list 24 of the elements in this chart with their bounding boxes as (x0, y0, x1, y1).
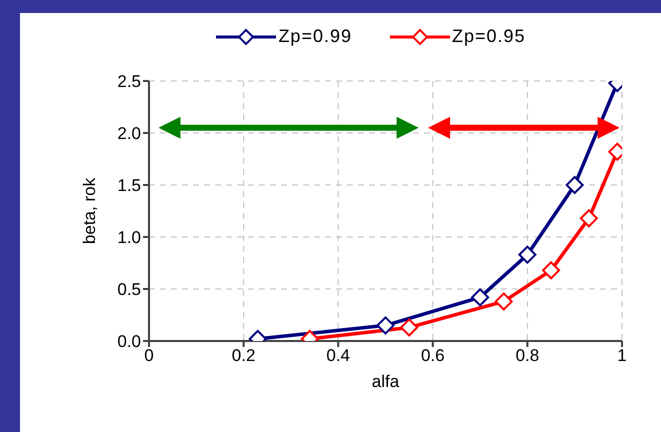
point (566, 176, 584, 194)
point (376, 316, 394, 334)
point (494, 292, 513, 310)
x-tick-label: 1 (617, 346, 627, 366)
x-tick-label: 0.6 (420, 346, 445, 366)
point (471, 288, 490, 306)
x-axis-title: alfa (372, 372, 400, 391)
x-tick-label: 0.8 (516, 346, 540, 366)
y-tick-label: 1.5 (117, 176, 141, 196)
point (542, 261, 560, 280)
y-axis-title: beta, rok (80, 177, 100, 244)
point (518, 246, 536, 264)
point (400, 318, 418, 336)
legend-label: Zp=0.99 (278, 26, 352, 47)
y-tick-label: 2.0 (117, 124, 141, 144)
x-tick-label: 0 (144, 346, 154, 366)
x-tick-label: 0.4 (326, 346, 350, 366)
x-tick-label: 0.2 (232, 346, 256, 366)
point (580, 209, 598, 228)
legend-label: Zp=0.95 (452, 26, 526, 47)
y-tick-label: 1.0 (117, 228, 141, 248)
y-tick-label: 2.5 (117, 72, 141, 92)
y-tick-label: 0.0 (117, 332, 141, 352)
y-tick-label: 0.5 (117, 280, 141, 300)
